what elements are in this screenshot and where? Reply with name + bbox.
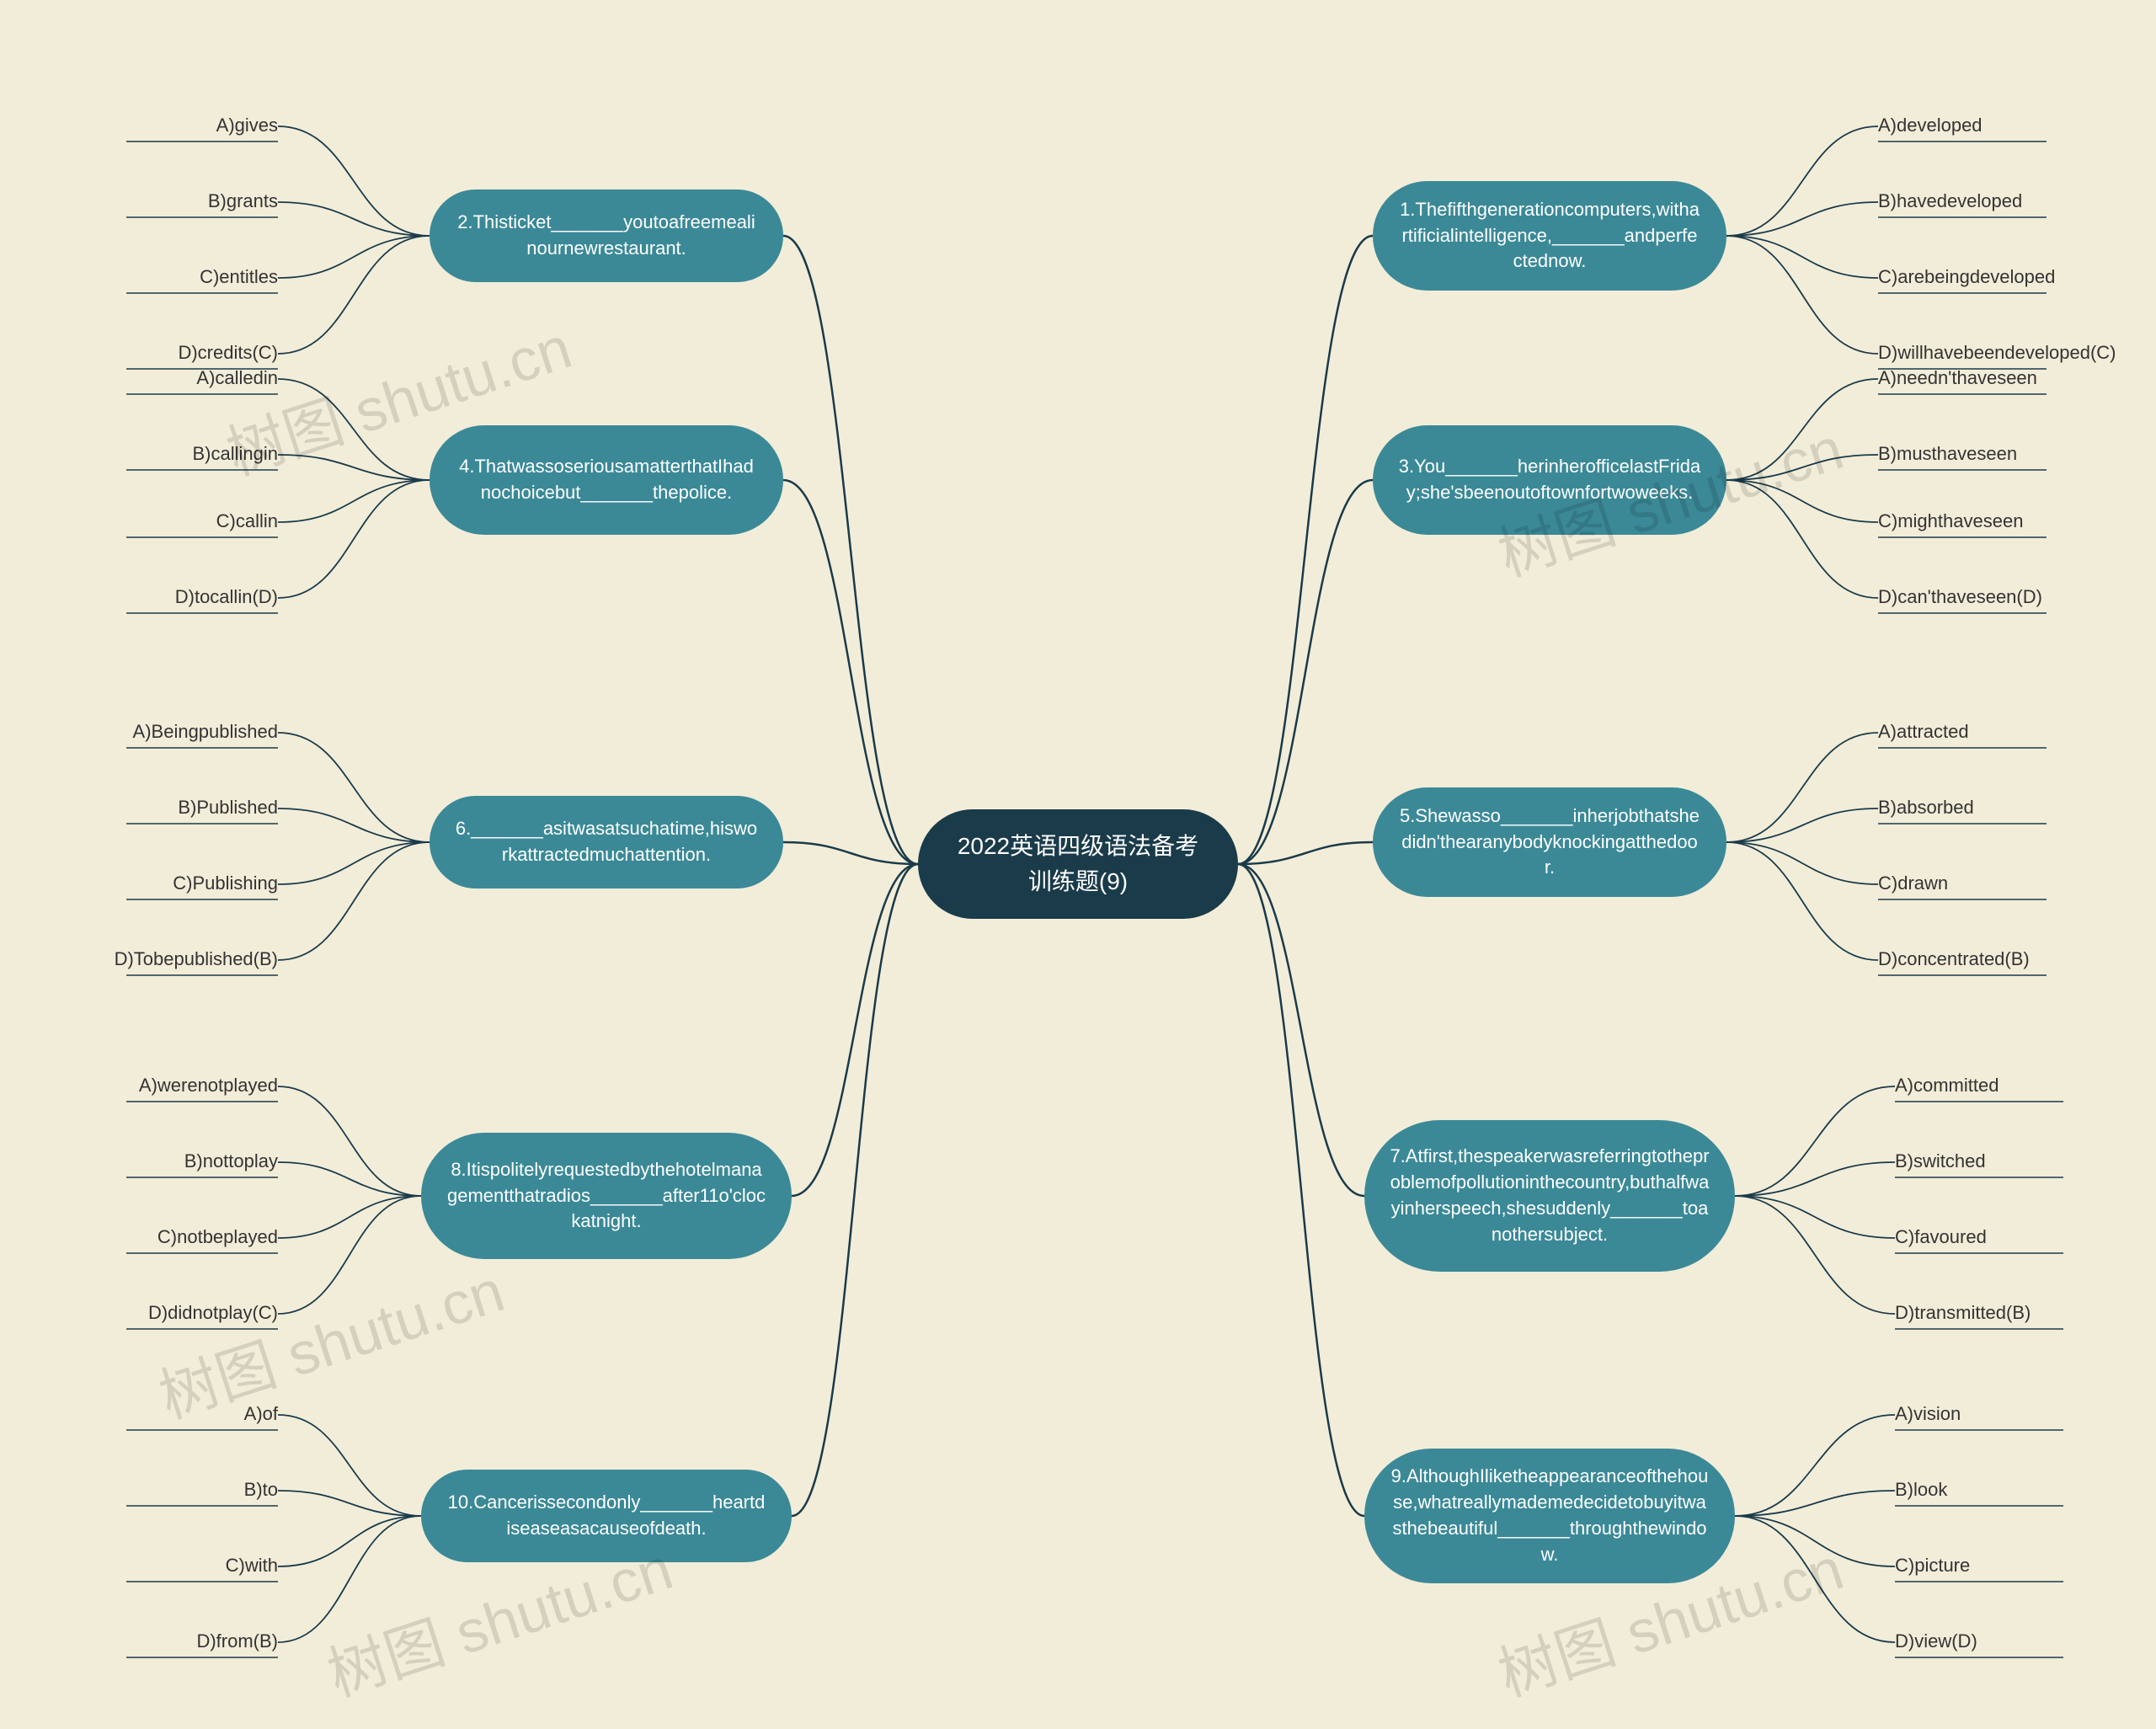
q6d: D)Tobepublished(B): [115, 948, 278, 970]
q3b: B)musthaveseen: [1878, 443, 2017, 465]
q2a: A)gives: [216, 115, 278, 136]
q1a: A)developed: [1878, 115, 1983, 136]
q2: 2.Thisticket_______youtoafreemealinourne…: [430, 189, 783, 282]
q6a: A)Beingpublished: [133, 721, 278, 743]
q8: 8.Itispolitelyrequestedbythehotelmanagem…: [421, 1133, 792, 1259]
q4b: B)callingin: [193, 443, 279, 465]
q9d: D)view(D): [1895, 1630, 1977, 1652]
q8c: C)notbeplayed: [157, 1226, 278, 1248]
q6c: C)Publishing: [173, 873, 278, 894]
q8a: A)werenotplayed: [139, 1075, 278, 1097]
q7c: C)favoured: [1895, 1226, 1987, 1248]
q10a: A)of: [244, 1403, 278, 1425]
q3c: C)mighthaveseen: [1878, 510, 2023, 532]
q9c: C)picture: [1895, 1555, 1970, 1577]
q3a: A)needn'thaveseen: [1878, 367, 2037, 389]
q9: 9.AlthoughIliketheappearanceofthehouse,w…: [1364, 1449, 1735, 1583]
center-node: 2022英语四级语法备考训练题(9): [918, 809, 1238, 919]
q5c: C)drawn: [1878, 873, 1948, 894]
q4a: A)calledin: [196, 367, 278, 389]
q8d: D)didnotplay(C): [148, 1302, 278, 1324]
q1: 1.Thefifthgenerationcomputers,withartifi…: [1373, 181, 1726, 291]
q1b: B)havedeveloped: [1878, 190, 2022, 212]
q2d: D)credits(C): [178, 342, 278, 364]
q10d: D)from(B): [196, 1630, 278, 1652]
q7d: D)transmitted(B): [1895, 1302, 2031, 1324]
q5: 5.Shewasso_______inherjobthatshedidn'the…: [1373, 787, 1726, 897]
q7a: A)committed: [1895, 1075, 1999, 1097]
q3: 3.You_______herinherofficelastFriday;she…: [1373, 425, 1726, 535]
watermark-2: 树图 shutu.cn: [147, 1244, 514, 1435]
q7b: B)switched: [1895, 1150, 1986, 1172]
q9b: B)look: [1895, 1479, 1947, 1501]
q5a: A)attracted: [1878, 721, 1969, 743]
q5b: B)absorbed: [1878, 797, 1974, 819]
q1d: D)willhavebeendeveloped(C): [1878, 342, 2116, 364]
q2b: B)grants: [208, 190, 278, 212]
q4c: C)callin: [216, 510, 278, 532]
q9a: A)vision: [1895, 1403, 1961, 1425]
q10b: B)to: [244, 1479, 278, 1501]
q10c: C)with: [226, 1555, 278, 1577]
q5d: D)concentrated(B): [1878, 948, 2030, 970]
q4d: D)tocallin(D): [175, 586, 278, 608]
q8b: B)nottoplay: [184, 1150, 278, 1172]
q3d: D)can'thaveseen(D): [1878, 586, 2042, 608]
q1c: C)arebeingdeveloped: [1878, 266, 2055, 288]
q10: 10.Cancerissecondonly_______heartdisease…: [421, 1470, 792, 1562]
q7: 7.Atfirst,thespeakerwasreferringtothepro…: [1364, 1120, 1735, 1272]
q6: 6._______asitwasatsuchatime,hisworkattra…: [430, 796, 783, 889]
q2c: C)entitles: [200, 266, 278, 288]
q4: 4.ThatwassoseriousamatterthatIhadnochoic…: [430, 425, 783, 535]
q6b: B)Published: [178, 797, 278, 819]
